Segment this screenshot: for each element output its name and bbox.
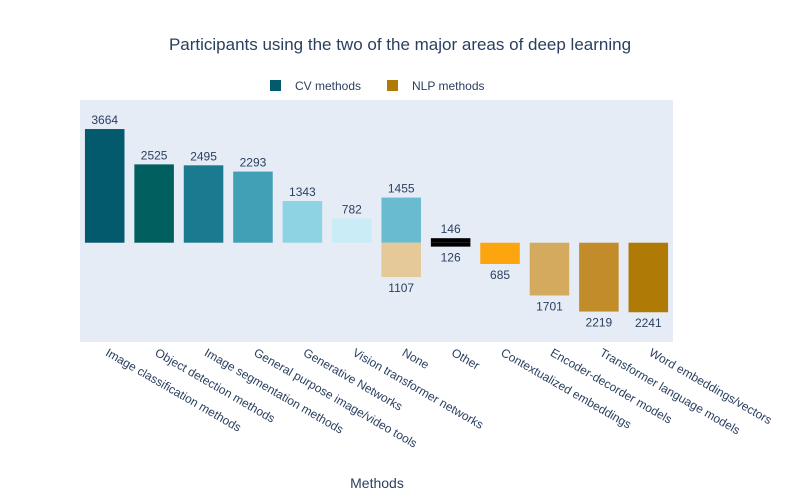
legend[interactable]: CV methods NLP methods [270,79,485,93]
bar-cv-7[interactable] [430,238,471,243]
x-tick-label-7: Other [449,345,482,372]
legend-label-cv[interactable]: CV methods [295,79,361,93]
bar-nlp-8[interactable] [480,242,520,264]
bar-label-cv-1: 2525 [141,148,168,162]
plot-area [80,100,673,342]
bar-nlp-7[interactable] [430,242,471,247]
bar-label-cv-6: 1455 [388,182,415,196]
bar-label-nlp-7: 126 [441,251,461,265]
bar-cv-6[interactable] [381,197,421,243]
bars: 3664 2525 2495 2293 1343 782 1455 146 1107 126 685… [84,113,669,330]
bar-cv-0[interactable] [84,129,125,243]
bar-label-cv-0: 3664 [91,113,118,127]
bar-label-nlp-10: 2219 [586,316,613,330]
bar-cv-3[interactable] [233,171,273,243]
legend-label-nlp[interactable]: NLP methods [412,79,485,93]
x-axis-title: Methods [350,475,404,491]
bar-cv-1[interactable] [134,164,174,243]
bar-label-nlp-6: 1107 [388,281,414,295]
bar-nlp-10[interactable] [579,242,619,312]
bar-label-cv-7: 146 [441,222,461,236]
bar-label-cv-3: 2293 [240,156,267,170]
bar-label-nlp-9: 1701 [536,299,563,313]
bar-nlp-9[interactable] [529,242,570,296]
bar-label-cv-5: 782 [342,202,362,216]
bar-label-cv-2: 2495 [190,149,217,163]
bar-cv-4[interactable] [282,201,323,243]
x-tick-label-6: None [400,345,432,372]
bar-nlp-6[interactable] [381,242,421,278]
bar-label-cv-4: 1343 [289,185,316,199]
legend-swatch-cv[interactable] [270,80,281,91]
chart-title: Participants using the two of the major … [169,35,631,54]
bar-label-nlp-11: 2241 [635,316,662,330]
legend-swatch-nlp[interactable] [387,80,398,91]
bar-label-nlp-8: 685 [490,268,510,282]
bar-nlp-11[interactable] [628,242,669,313]
bar-cv-5[interactable] [332,218,372,243]
bar-cv-2[interactable] [183,165,224,243]
